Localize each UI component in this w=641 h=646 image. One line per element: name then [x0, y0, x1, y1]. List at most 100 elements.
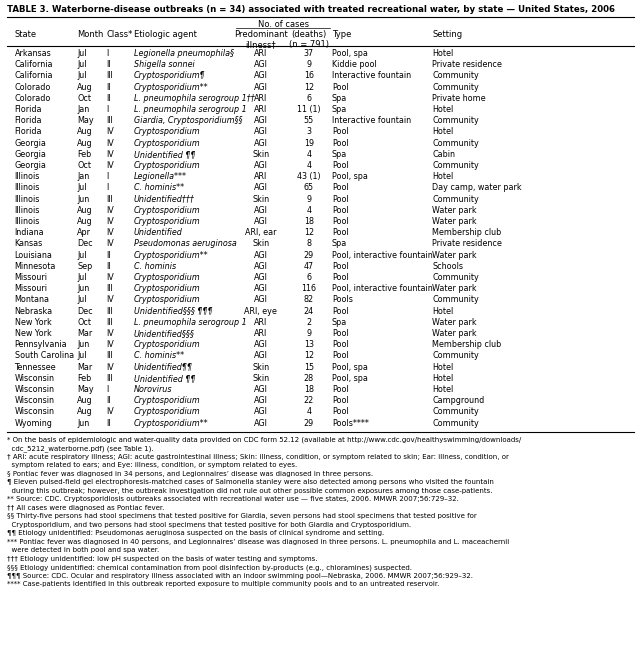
Text: Unidentified ¶¶: Unidentified ¶¶ — [134, 374, 196, 383]
Text: Water park: Water park — [432, 318, 477, 327]
Text: Mar: Mar — [77, 362, 92, 371]
Text: Indiana: Indiana — [15, 228, 44, 237]
Text: Pool: Pool — [332, 408, 349, 417]
Text: I: I — [106, 49, 108, 58]
Text: Water park: Water park — [432, 217, 477, 226]
Text: Month: Month — [77, 30, 104, 39]
Text: Community: Community — [432, 116, 479, 125]
Text: Wisconsin: Wisconsin — [15, 408, 54, 417]
Text: Community: Community — [432, 161, 479, 170]
Text: Community: Community — [432, 139, 479, 147]
Text: AGI: AGI — [254, 183, 268, 193]
Text: Wyoming: Wyoming — [15, 419, 53, 428]
Text: II: II — [106, 251, 110, 260]
Text: Campground: Campground — [432, 396, 485, 405]
Text: ARI: ARI — [254, 105, 267, 114]
Text: Cryptosporidium: Cryptosporidium — [134, 127, 200, 136]
Text: AGI: AGI — [254, 385, 268, 394]
Text: Jul: Jul — [77, 60, 87, 69]
Text: III: III — [106, 374, 113, 383]
Text: 18: 18 — [304, 217, 314, 226]
Text: I: I — [106, 385, 108, 394]
Text: Pool: Pool — [332, 385, 349, 394]
Text: Jul: Jul — [77, 72, 87, 80]
Text: Oct: Oct — [77, 161, 91, 170]
Text: were detected in both pool and spa water.: were detected in both pool and spa water… — [7, 547, 159, 554]
Text: AGI: AGI — [254, 217, 268, 226]
Text: Pool: Pool — [332, 194, 349, 203]
Text: 29: 29 — [304, 251, 314, 260]
Text: † ARI: acute respiratory illness; AGI: acute gastrointestinal illness; Skin: ill: † ARI: acute respiratory illness; AGI: a… — [7, 453, 509, 460]
Text: IV: IV — [106, 329, 114, 338]
Text: IV: IV — [106, 206, 114, 215]
Text: Pool: Pool — [332, 307, 349, 316]
Text: ††† Etiology unidentified: low pH suspected on the basis of water testing and sy: ††† Etiology unidentified: low pH suspec… — [7, 556, 317, 562]
Text: Unidentified ¶¶: Unidentified ¶¶ — [134, 150, 196, 159]
Text: Tennessee: Tennessee — [15, 362, 56, 371]
Text: Illinois: Illinois — [15, 206, 40, 215]
Text: Spa: Spa — [332, 240, 347, 249]
Text: Illinois: Illinois — [15, 183, 40, 193]
Text: 15: 15 — [304, 362, 314, 371]
Text: IV: IV — [106, 161, 114, 170]
Text: Cabin: Cabin — [432, 150, 455, 159]
Text: III: III — [106, 318, 113, 327]
Text: Membership club: Membership club — [432, 340, 501, 349]
Text: AGI: AGI — [254, 251, 268, 260]
Text: AGI: AGI — [254, 206, 268, 215]
Text: ARI: ARI — [254, 49, 267, 58]
Text: Wisconsin: Wisconsin — [15, 396, 54, 405]
Text: AGI: AGI — [254, 60, 268, 69]
Text: IV: IV — [106, 362, 114, 371]
Text: L. pneumophila serogroup 1: L. pneumophila serogroup 1 — [134, 105, 246, 114]
Text: Class*: Class* — [106, 30, 133, 39]
Text: Pennsylvania: Pennsylvania — [15, 340, 67, 349]
Text: Water park: Water park — [432, 206, 477, 215]
Text: Jul: Jul — [77, 183, 87, 193]
Text: Water park: Water park — [432, 329, 477, 338]
Text: †† All cases were diagnosed as Pontiac fever.: †† All cases were diagnosed as Pontiac f… — [7, 505, 164, 511]
Text: AGI: AGI — [254, 351, 268, 360]
Text: Interactive fountain: Interactive fountain — [332, 72, 411, 80]
Text: Water park: Water park — [432, 251, 477, 260]
Text: Community: Community — [432, 83, 479, 92]
Text: AGI: AGI — [254, 72, 268, 80]
Text: AGI: AGI — [254, 83, 268, 92]
Text: Aug: Aug — [77, 408, 93, 417]
Text: New York: New York — [15, 329, 51, 338]
Text: Florida: Florida — [15, 127, 42, 136]
Text: Pool, spa: Pool, spa — [332, 49, 368, 58]
Text: Legionella***: Legionella*** — [134, 172, 187, 181]
Text: Setting: Setting — [432, 30, 462, 39]
Text: Colorado: Colorado — [15, 83, 51, 92]
Text: Pool, spa: Pool, spa — [332, 172, 368, 181]
Text: ¶¶¶ Source: CDC. Ocular and respiratory illness associated with an indoor swimmi: ¶¶¶ Source: CDC. Ocular and respiratory … — [7, 573, 473, 579]
Text: AGI: AGI — [254, 408, 268, 417]
Text: Day camp, water park: Day camp, water park — [432, 183, 522, 193]
Text: Cryptosporidium**: Cryptosporidium** — [134, 83, 208, 92]
Text: ARI, ear: ARI, ear — [246, 228, 277, 237]
Text: §§§ Etiology unidentified: chemical contamination from pool disinfection by-prod: §§§ Etiology unidentified: chemical cont… — [7, 565, 412, 571]
Text: Unidentified¶¶: Unidentified¶¶ — [134, 362, 193, 371]
Text: Louisiana: Louisiana — [15, 251, 53, 260]
Text: 37: 37 — [304, 49, 314, 58]
Text: II: II — [106, 83, 110, 92]
Text: Cryptosporidium: Cryptosporidium — [134, 340, 200, 349]
Text: Hotel: Hotel — [432, 307, 453, 316]
Text: State: State — [15, 30, 37, 39]
Text: Community: Community — [432, 419, 479, 428]
Text: Jun: Jun — [77, 284, 90, 293]
Text: Skin: Skin — [253, 374, 269, 383]
Text: AGI: AGI — [254, 295, 268, 304]
Text: Pool: Pool — [332, 396, 349, 405]
Text: Skin: Skin — [253, 194, 269, 203]
Text: Pool: Pool — [332, 273, 349, 282]
Text: (deaths)
(n = 791): (deaths) (n = 791) — [289, 30, 329, 49]
Text: Cryptosporidium: Cryptosporidium — [134, 284, 200, 293]
Text: Cryptosporidium: Cryptosporidium — [134, 161, 200, 170]
Text: III: III — [106, 307, 113, 316]
Text: 116: 116 — [301, 284, 317, 293]
Text: Pool: Pool — [332, 217, 349, 226]
Text: Aug: Aug — [77, 396, 93, 405]
Text: 47: 47 — [304, 262, 314, 271]
